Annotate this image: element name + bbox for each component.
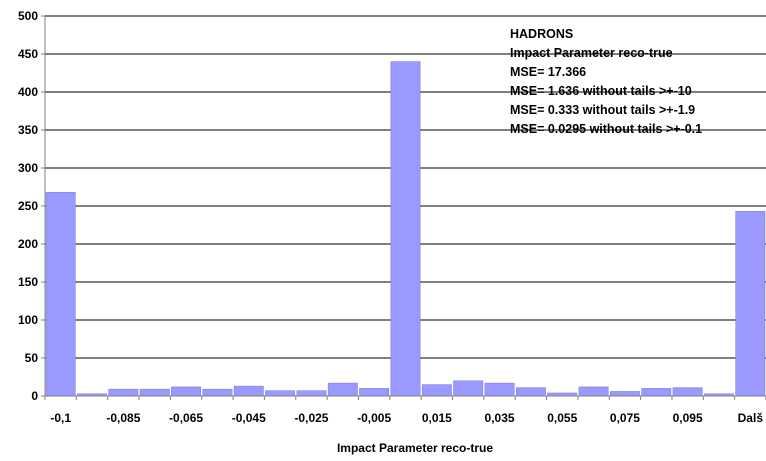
- bar-17: [578, 386, 609, 397]
- x-tick-label-6: 0,015: [422, 411, 452, 425]
- x-tick-label-8: 0,055: [547, 411, 577, 425]
- annotation-block: HADRONS Impact Parameter reco-true MSE= 17…: [510, 27, 702, 136]
- bar-7: [265, 390, 296, 397]
- x-tick-labels: -0,1 -0,085 -0,065 -0,045 -0,025 -0,005 0,015 0…: [50, 411, 763, 425]
- y-tick-labels: 0 50 100 150 200 250 300 350 400 450 500: [18, 9, 38, 403]
- x-tick-label-10: 0,095: [673, 411, 703, 425]
- bar-5: [202, 388, 233, 397]
- y-tick-label-250: 250: [18, 199, 38, 213]
- bar-14: [484, 382, 515, 397]
- bar-4: [171, 386, 201, 397]
- x-tick-label-7: 0,035: [485, 411, 515, 425]
- y-tick-label-0: 0: [31, 389, 38, 403]
- bar-12: [421, 384, 452, 397]
- x-tick-label-2: -0,065: [169, 411, 203, 425]
- y-tick-label-150: 150: [18, 275, 38, 289]
- annotation-line-2: MSE= 17.366: [510, 65, 586, 79]
- annotation-line-0: HADRONS: [510, 27, 573, 41]
- bar-18: [610, 391, 640, 397]
- bar-15: [515, 387, 546, 397]
- x-tick-label-3: -0,045: [232, 411, 266, 425]
- y-tick-label-50: 50: [25, 351, 39, 365]
- bar-11: [390, 61, 421, 397]
- x-tick-label-5: -0,005: [357, 411, 391, 425]
- bar-9: [327, 382, 358, 397]
- annotation-line-4: MSE= 0.333 without tails >+-1.9: [510, 103, 695, 117]
- bar-3: [139, 388, 170, 397]
- annotation-line-5: MSE= 0.0295 without tails >+-0.1: [510, 122, 702, 136]
- x-tick-label-4: -0,025: [294, 411, 328, 425]
- bar-13: [453, 380, 484, 397]
- bar-2: [108, 388, 139, 397]
- x-tick-label-1: -0,085: [106, 411, 140, 425]
- x-tick-label-9: 0,075: [610, 411, 640, 425]
- y-tick-label-300: 300: [18, 161, 38, 175]
- bar-19: [641, 388, 672, 397]
- bar-10: [359, 388, 390, 397]
- bar-6: [233, 385, 264, 397]
- annotation-line-3: MSE= 1.636 without tails >+-10: [510, 84, 692, 98]
- bars: [45, 61, 766, 397]
- bar-0: [45, 192, 76, 397]
- y-tick-label-100: 100: [18, 313, 38, 327]
- y-tick-label-450: 450: [18, 47, 38, 61]
- x-tick-label-11: Dalš: [738, 411, 764, 425]
- y-tick-label-350: 350: [18, 123, 38, 137]
- y-tick-label-200: 200: [18, 237, 38, 251]
- bar-22: [735, 211, 766, 397]
- axes: [41, 15, 766, 400]
- x-tick-label-0: -0,1: [50, 411, 71, 425]
- y-tick-label-400: 400: [18, 85, 38, 99]
- x-axis-title: Impact Parameter reco-true: [337, 441, 493, 455]
- bar-8: [296, 390, 327, 397]
- bar-20: [672, 387, 703, 397]
- annotation-line-1: Impact Parameter reco-true: [510, 46, 673, 60]
- y-tick-label-500: 500: [18, 9, 38, 23]
